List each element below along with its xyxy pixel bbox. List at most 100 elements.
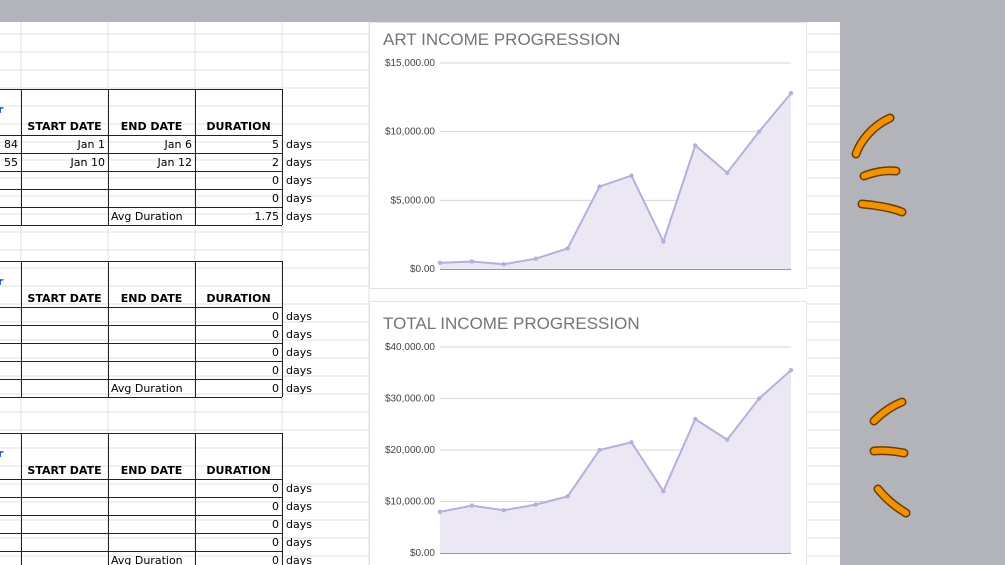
table-borders xyxy=(0,89,283,226)
cell-unit: days xyxy=(286,174,312,187)
cell-duration: 0 xyxy=(272,382,279,395)
cell-duration: 0 xyxy=(272,174,279,187)
avg-duration-label: Avg Duration xyxy=(111,554,183,565)
cell-unit: days xyxy=(286,518,312,531)
data-point xyxy=(565,494,570,499)
data-point xyxy=(693,143,698,148)
cell-duration: 0 xyxy=(272,346,279,359)
column-header: DURATION xyxy=(206,464,271,477)
data-point xyxy=(437,260,443,266)
partial-header-glyph: r xyxy=(0,275,4,288)
column-header: DURATION xyxy=(206,120,271,133)
cell-duration: 5 xyxy=(272,138,279,151)
data-point xyxy=(724,437,730,442)
series-line xyxy=(439,92,792,266)
cell-unit: days xyxy=(286,346,312,359)
cell-unit: days xyxy=(286,156,312,169)
column-header: DURATION xyxy=(206,292,271,305)
cell-start-date: Jan 1 xyxy=(77,138,105,151)
cell-duration: 1.75 xyxy=(254,210,280,223)
data-point xyxy=(756,129,762,134)
column-header: START DATE xyxy=(27,464,102,477)
data-point xyxy=(724,170,730,176)
data-point xyxy=(501,261,507,267)
cell-duration: 0 xyxy=(272,328,279,341)
data-point xyxy=(597,184,602,189)
cell-duration: 0 xyxy=(272,482,279,495)
partial-header-glyph: r xyxy=(0,103,4,116)
data-point xyxy=(533,256,538,261)
spreadsheet-area: r START DATE END DATE DURATION 84 Jan 1 Jan 6 5… xyxy=(0,22,840,565)
cell-left: 55 xyxy=(4,156,18,169)
data-point xyxy=(469,259,475,264)
cell-duration: 0 xyxy=(272,500,279,513)
cell-unit: days xyxy=(286,364,312,377)
chart-title: TOTAL INCOME PROGRESSION xyxy=(383,314,640,333)
sparkle-stroke-icon xyxy=(851,113,907,217)
column-header: START DATE xyxy=(27,120,102,133)
data-point xyxy=(629,440,634,445)
cell-duration: 0 xyxy=(272,310,279,323)
partial-header-glyph: r xyxy=(0,447,4,460)
cell-duration: 0 xyxy=(272,364,279,377)
total-income-plot: $0.00 $10,000.00 $20,000.00 $30,000.00 $40,0… xyxy=(385,342,794,559)
chart-title: ART INCOME PROGRESSION xyxy=(383,30,621,49)
cell-duration: 2 xyxy=(272,156,279,169)
art-income-plot: $0.00 $5,000.00 $10,000.00 $15,000.00 xyxy=(385,58,794,275)
data-point xyxy=(661,239,666,244)
cell-duration: 0 xyxy=(272,192,279,205)
cell-end-date: Jan 6 xyxy=(164,138,192,151)
cell-start-date: Jan 10 xyxy=(70,156,105,169)
data-point xyxy=(788,367,794,373)
cell-unit: days xyxy=(286,536,312,549)
data-point xyxy=(788,91,794,96)
area-fill xyxy=(440,93,791,269)
column-header: END DATE xyxy=(120,120,183,133)
y-tick-label: $20,000.00 xyxy=(385,445,435,456)
data-point xyxy=(693,416,698,422)
data-point xyxy=(501,508,507,513)
y-tick-label: $0.00 xyxy=(410,264,435,275)
cell-left: 84 xyxy=(4,138,18,151)
y-tick-label: $15,000.00 xyxy=(385,58,435,69)
y-tick-label: $5,000.00 xyxy=(391,195,436,206)
cell-unit: days xyxy=(286,310,312,323)
y-tick-label: $30,000.00 xyxy=(385,394,435,405)
avg-duration-label: Avg Duration xyxy=(111,382,183,395)
data-point xyxy=(437,509,443,514)
cell-duration: 0 xyxy=(272,554,279,565)
cell-duration: 0 xyxy=(272,536,279,549)
data-point xyxy=(533,502,538,507)
y-tick-label: $10,000.00 xyxy=(385,497,435,508)
cell-unit: days xyxy=(286,210,312,223)
data-point xyxy=(661,489,666,494)
column-header: START DATE xyxy=(27,292,102,305)
cell-end-date: Jan 12 xyxy=(157,156,192,169)
cell-unit: days xyxy=(286,192,312,205)
avg-duration-label: Avg Duration xyxy=(111,210,183,223)
total-income-chart[interactable]: TOTAL INCOME PROGRESSION $0.00 $10,000.00… xyxy=(369,301,807,565)
column-header: END DATE xyxy=(120,464,183,477)
y-tick-label: $40,000.00 xyxy=(385,342,435,353)
cell-unit: days xyxy=(286,500,312,513)
cell-unit: days xyxy=(286,554,312,565)
data-point xyxy=(756,396,762,401)
art-income-chart[interactable]: ART INCOME PROGRESSION $0.00 $5,000.00 $10… xyxy=(369,22,807,289)
sparkle-stroke-icon xyxy=(869,397,911,518)
cell-duration: 0 xyxy=(272,518,279,531)
cell-unit: days xyxy=(286,482,312,495)
y-tick-label: $10,000.00 xyxy=(385,127,435,138)
data-point xyxy=(597,447,602,453)
data-point xyxy=(629,173,634,178)
table-borders xyxy=(0,261,283,398)
data-point xyxy=(565,246,570,251)
y-tick-label: $0.00 xyxy=(410,548,435,559)
cell-unit: days xyxy=(286,328,312,341)
area-fill xyxy=(440,370,791,553)
series-line xyxy=(439,369,792,513)
cell-unit: days xyxy=(286,138,312,151)
cell-unit: days xyxy=(286,382,312,395)
table-borders xyxy=(0,433,283,565)
data-point xyxy=(469,503,475,508)
column-header: END DATE xyxy=(120,292,183,305)
